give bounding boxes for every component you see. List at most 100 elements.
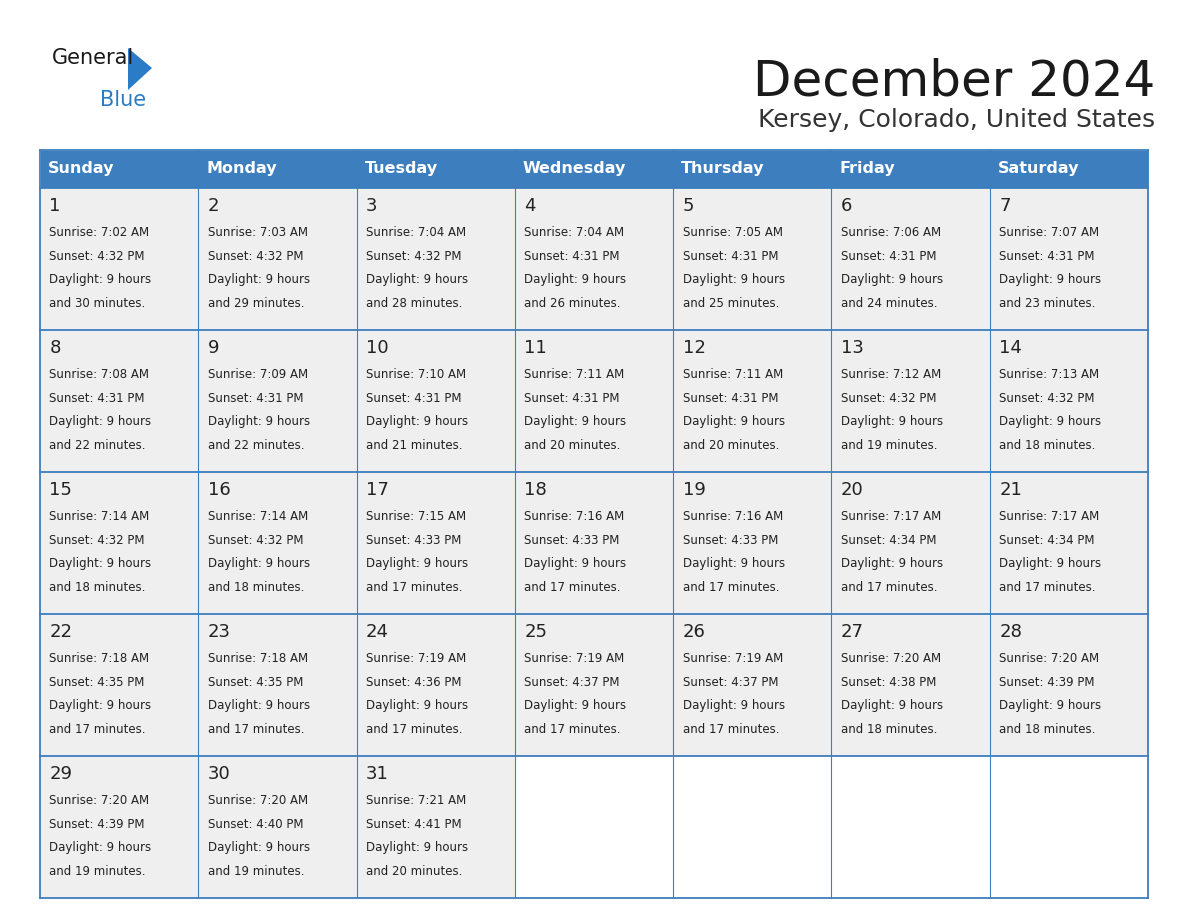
Bar xyxy=(356,756,514,898)
Text: Daylight: 9 hours: Daylight: 9 hours xyxy=(50,700,152,712)
Text: 17: 17 xyxy=(366,481,388,499)
Text: Sunset: 4:32 PM: Sunset: 4:32 PM xyxy=(999,392,1094,405)
Text: Sunrise: 7:16 AM: Sunrise: 7:16 AM xyxy=(683,510,783,523)
Text: Daylight: 9 hours: Daylight: 9 hours xyxy=(366,841,468,855)
Text: 7: 7 xyxy=(999,197,1011,215)
Text: 21: 21 xyxy=(999,481,1022,499)
Text: Blue: Blue xyxy=(100,90,146,110)
Text: Sunset: 4:33 PM: Sunset: 4:33 PM xyxy=(524,533,620,547)
Bar xyxy=(832,756,990,898)
Text: and 29 minutes.: and 29 minutes. xyxy=(208,297,304,309)
Text: and 28 minutes.: and 28 minutes. xyxy=(366,297,462,309)
Text: Sunset: 4:31 PM: Sunset: 4:31 PM xyxy=(683,250,778,263)
Text: Sunset: 4:31 PM: Sunset: 4:31 PM xyxy=(50,392,145,405)
Text: and 22 minutes.: and 22 minutes. xyxy=(208,439,304,452)
Bar xyxy=(356,188,514,330)
Text: 6: 6 xyxy=(841,197,852,215)
Text: Sunrise: 7:11 AM: Sunrise: 7:11 AM xyxy=(683,368,783,381)
Text: Daylight: 9 hours: Daylight: 9 hours xyxy=(366,557,468,570)
Text: Sunset: 4:39 PM: Sunset: 4:39 PM xyxy=(999,676,1094,688)
Text: 26: 26 xyxy=(683,623,706,641)
Text: 19: 19 xyxy=(683,481,706,499)
Text: and 17 minutes.: and 17 minutes. xyxy=(524,580,621,594)
Text: 15: 15 xyxy=(50,481,72,499)
Bar xyxy=(832,614,990,756)
Text: Sunset: 4:35 PM: Sunset: 4:35 PM xyxy=(50,676,145,688)
Text: Sunset: 4:41 PM: Sunset: 4:41 PM xyxy=(366,818,462,831)
Text: Daylight: 9 hours: Daylight: 9 hours xyxy=(524,274,626,286)
Text: and 18 minutes.: and 18 minutes. xyxy=(999,722,1095,735)
Bar xyxy=(356,472,514,614)
Text: Monday: Monday xyxy=(207,162,277,176)
Text: 4: 4 xyxy=(524,197,536,215)
Text: Sunrise: 7:06 AM: Sunrise: 7:06 AM xyxy=(841,227,941,240)
Text: 12: 12 xyxy=(683,339,706,357)
Bar xyxy=(40,330,198,472)
Text: Sunset: 4:31 PM: Sunset: 4:31 PM xyxy=(841,250,936,263)
Text: Daylight: 9 hours: Daylight: 9 hours xyxy=(524,700,626,712)
Text: Sunrise: 7:04 AM: Sunrise: 7:04 AM xyxy=(524,227,625,240)
Text: Sunset: 4:38 PM: Sunset: 4:38 PM xyxy=(841,676,936,688)
Text: Daylight: 9 hours: Daylight: 9 hours xyxy=(208,415,310,428)
Text: Daylight: 9 hours: Daylight: 9 hours xyxy=(366,415,468,428)
Text: Sunrise: 7:05 AM: Sunrise: 7:05 AM xyxy=(683,227,783,240)
Text: Kersey, Colorado, United States: Kersey, Colorado, United States xyxy=(758,108,1155,132)
Text: Sunrise: 7:09 AM: Sunrise: 7:09 AM xyxy=(208,368,308,381)
Text: General: General xyxy=(52,48,134,68)
Text: and 17 minutes.: and 17 minutes. xyxy=(366,580,462,594)
Bar xyxy=(40,756,198,898)
Bar xyxy=(198,188,356,330)
Polygon shape xyxy=(128,48,152,90)
Text: Daylight: 9 hours: Daylight: 9 hours xyxy=(50,841,152,855)
Text: 27: 27 xyxy=(841,623,864,641)
Text: Sunrise: 7:20 AM: Sunrise: 7:20 AM xyxy=(999,653,1099,666)
Text: 9: 9 xyxy=(208,339,220,357)
Bar xyxy=(514,330,674,472)
Text: Sunrise: 7:19 AM: Sunrise: 7:19 AM xyxy=(683,653,783,666)
Text: Sunday: Sunday xyxy=(48,162,114,176)
Text: Daylight: 9 hours: Daylight: 9 hours xyxy=(841,557,943,570)
Text: Sunrise: 7:02 AM: Sunrise: 7:02 AM xyxy=(50,227,150,240)
Text: Daylight: 9 hours: Daylight: 9 hours xyxy=(999,700,1101,712)
Text: 2: 2 xyxy=(208,197,220,215)
Text: and 17 minutes.: and 17 minutes. xyxy=(683,580,779,594)
Bar xyxy=(674,330,832,472)
Text: Sunrise: 7:19 AM: Sunrise: 7:19 AM xyxy=(366,653,467,666)
Text: Daylight: 9 hours: Daylight: 9 hours xyxy=(683,274,785,286)
Text: Sunset: 4:31 PM: Sunset: 4:31 PM xyxy=(999,250,1094,263)
Text: 29: 29 xyxy=(50,765,72,783)
Text: and 17 minutes.: and 17 minutes. xyxy=(366,722,462,735)
Text: Sunrise: 7:15 AM: Sunrise: 7:15 AM xyxy=(366,510,466,523)
Text: Sunrise: 7:17 AM: Sunrise: 7:17 AM xyxy=(841,510,941,523)
Text: and 18 minutes.: and 18 minutes. xyxy=(208,580,304,594)
Text: and 17 minutes.: and 17 minutes. xyxy=(208,722,304,735)
Bar xyxy=(990,472,1148,614)
Text: Daylight: 9 hours: Daylight: 9 hours xyxy=(999,274,1101,286)
Text: Sunset: 4:32 PM: Sunset: 4:32 PM xyxy=(208,533,303,547)
Bar xyxy=(674,150,832,188)
Text: Sunset: 4:33 PM: Sunset: 4:33 PM xyxy=(366,533,461,547)
Bar xyxy=(198,614,356,756)
Bar xyxy=(356,150,514,188)
Text: Friday: Friday xyxy=(840,162,895,176)
Text: 10: 10 xyxy=(366,339,388,357)
Text: 14: 14 xyxy=(999,339,1022,357)
Text: 24: 24 xyxy=(366,623,388,641)
Text: Daylight: 9 hours: Daylight: 9 hours xyxy=(524,415,626,428)
Text: Daylight: 9 hours: Daylight: 9 hours xyxy=(208,274,310,286)
Text: 22: 22 xyxy=(50,623,72,641)
Bar xyxy=(990,188,1148,330)
Text: Sunrise: 7:08 AM: Sunrise: 7:08 AM xyxy=(50,368,150,381)
Bar xyxy=(990,756,1148,898)
Text: and 26 minutes.: and 26 minutes. xyxy=(524,297,621,309)
Text: and 18 minutes.: and 18 minutes. xyxy=(999,439,1095,452)
Text: Daylight: 9 hours: Daylight: 9 hours xyxy=(366,274,468,286)
Bar xyxy=(832,472,990,614)
Text: 11: 11 xyxy=(524,339,548,357)
Text: 16: 16 xyxy=(208,481,230,499)
Text: and 21 minutes.: and 21 minutes. xyxy=(366,439,462,452)
Bar xyxy=(514,472,674,614)
Text: Daylight: 9 hours: Daylight: 9 hours xyxy=(841,700,943,712)
Text: and 18 minutes.: and 18 minutes. xyxy=(841,722,937,735)
Bar xyxy=(514,188,674,330)
